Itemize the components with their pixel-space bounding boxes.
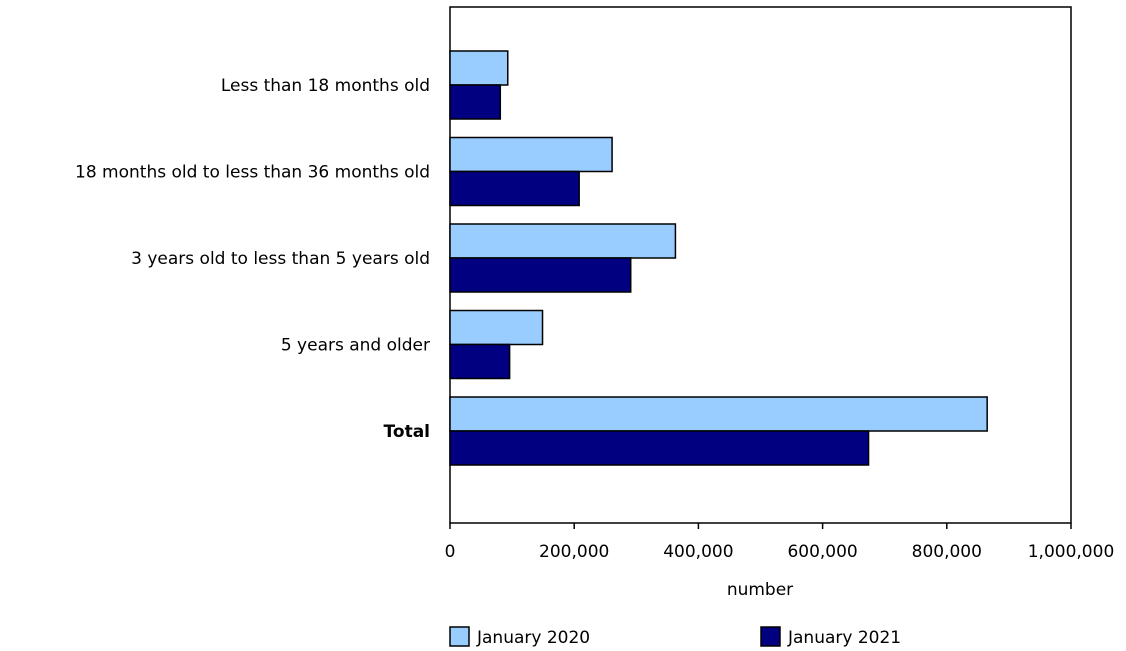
bar-jan-2021 (449, 343, 511, 380)
legend-label: January 2021 (787, 628, 901, 648)
legend-swatch (449, 626, 470, 647)
x-axis-title: number (727, 580, 793, 600)
x-axis-ticks: 0 200,000 400,000 600,000 800,000 1,000,000 (445, 523, 1115, 562)
category-label: 5 years and older (281, 336, 430, 356)
bar-jan-2020 (449, 309, 544, 346)
legend-swatch (760, 626, 781, 647)
bar-jan-2021 (449, 84, 502, 120)
legend: January 2020 January 2021 (449, 626, 901, 648)
category-label: Less than 18 months old (221, 76, 430, 96)
x-tick-label: 600,000 (787, 542, 857, 562)
bar-jan-2021 (449, 170, 580, 207)
legend-label: January 2020 (476, 628, 590, 648)
x-tick-label: 0 (445, 542, 456, 562)
bar-jan-2021 (449, 257, 632, 293)
bars-group (449, 50, 988, 466)
category-labels: Less than 18 months old 18 months old to … (75, 76, 430, 442)
bar-jan-2020 (449, 136, 613, 173)
category-label: Total (384, 422, 430, 442)
category-label: 3 years old to less than 5 years old (131, 249, 430, 269)
x-tick-label: 800,000 (912, 542, 982, 562)
x-tick-label: 1,000,000 (1028, 542, 1115, 562)
category-label: 18 months old to less than 36 months old (75, 163, 430, 183)
x-tick-label: 200,000 (539, 542, 609, 562)
x-tick-label: 400,000 (663, 542, 733, 562)
bar-jan-2020 (449, 223, 677, 259)
bar-jan-2021 (449, 430, 870, 466)
bar-jan-2020 (449, 396, 988, 432)
bar-jan-2020 (449, 50, 509, 86)
